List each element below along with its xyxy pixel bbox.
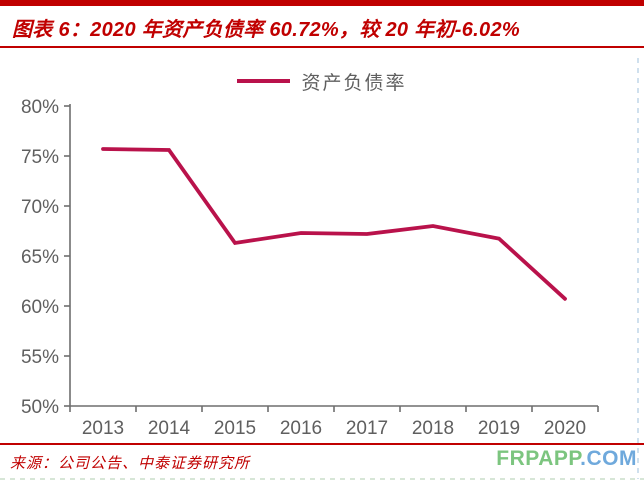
svg-text:2014: 2014 [148,418,191,439]
svg-text:50%: 50% [21,397,59,418]
background-grid-artifact-horizontal [0,478,644,480]
svg-text:55%: 55% [21,347,59,368]
svg-text:2020: 2020 [544,418,586,439]
svg-text:2013: 2013 [82,418,124,439]
svg-text:70%: 70% [21,197,59,218]
svg-text:2015: 2015 [214,418,256,439]
watermark-domain: .COM [580,447,637,470]
line-chart: 80% 75% 70% 65% 60% 55% 50% 2013 2014 2015 2016 201… [21,97,599,439]
legend-label: 资产负债率 [301,72,407,94]
legend-line-swatch [237,79,291,83]
source-note: 来源：公司公告、中泰证券研究所 [10,455,251,472]
chart-legend: 资产负债率 [0,70,644,94]
svg-text:2018: 2018 [412,418,454,439]
footer-divider [0,443,644,445]
svg-text:60%: 60% [21,297,59,318]
svg-text:80%: 80% [21,97,59,118]
title-divider [0,46,644,48]
svg-text:2019: 2019 [478,418,520,439]
svg-text:65%: 65% [21,247,59,268]
svg-text:75%: 75% [21,147,59,168]
watermark-name: FRPAPP [496,447,581,470]
svg-text:2017: 2017 [346,418,388,439]
svg-text:2016: 2016 [280,418,322,439]
watermark: FRPAPP.COM [496,447,637,471]
background-grid-artifact-vertical [637,58,639,479]
figure-title: 图表 6：2020 年资产负债率 60.72%，较 20 年初-6.02% [12,19,520,41]
top-accent-bar [0,0,644,6]
